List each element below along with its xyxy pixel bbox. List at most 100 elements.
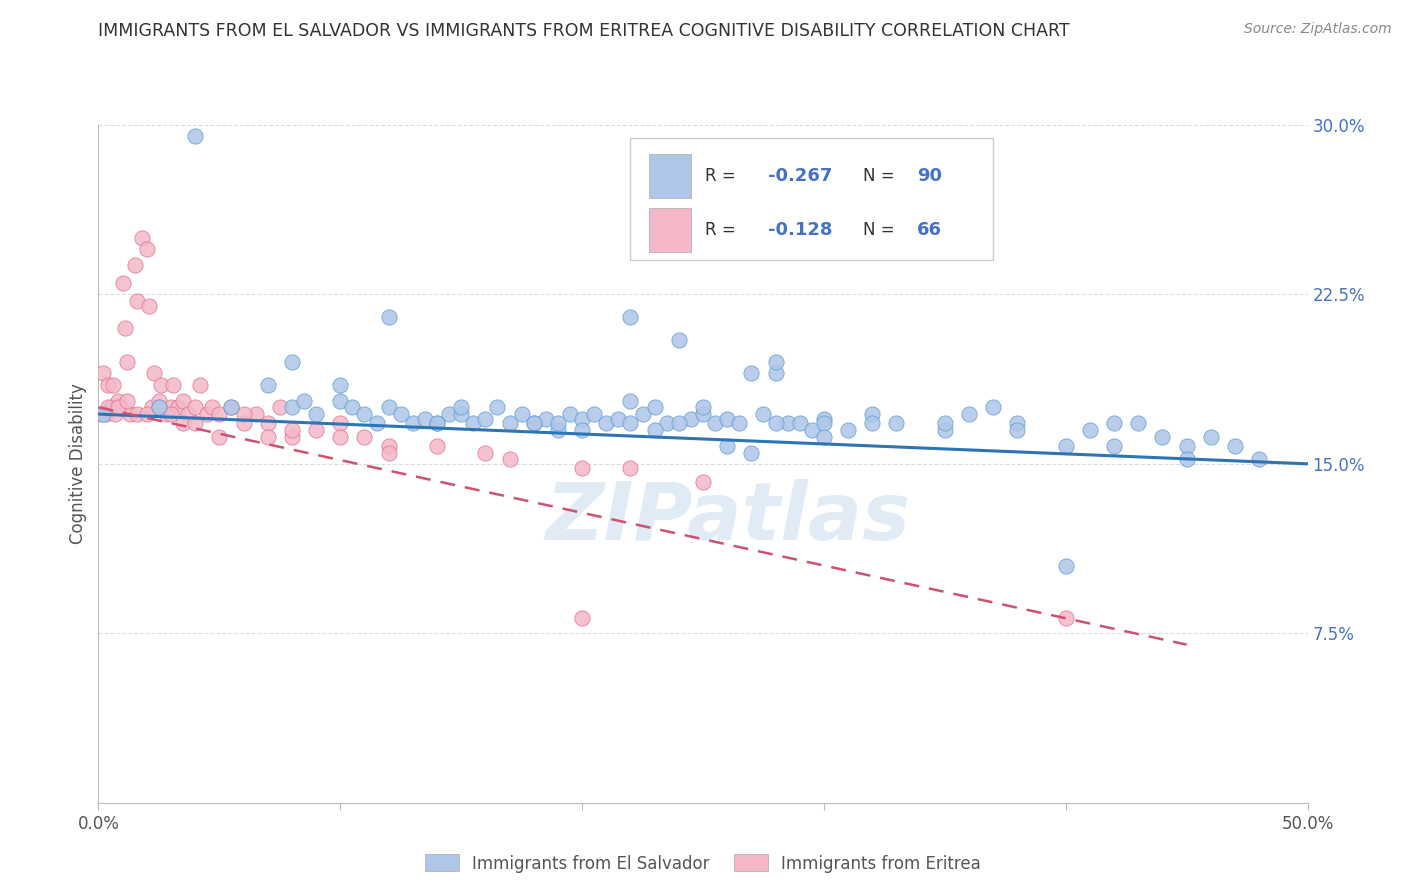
Point [692, 401, 714, 415]
Point [232, 416, 254, 430]
Point [813, 430, 835, 444]
Point [426, 439, 449, 453]
Text: Source: ZipAtlas.com: Source: ZipAtlas.com [1244, 22, 1392, 37]
Point [523, 416, 546, 430]
Point [886, 416, 908, 430]
Point [377, 401, 399, 415]
Point [353, 407, 375, 421]
Point [377, 310, 399, 324]
Point [208, 407, 231, 421]
Point [860, 416, 883, 430]
Point [97, 401, 120, 415]
Point [124, 258, 146, 272]
Point [583, 407, 606, 421]
Point [135, 242, 157, 256]
Point [305, 423, 328, 437]
Point [631, 407, 654, 421]
Point [160, 401, 183, 415]
Point [221, 401, 243, 415]
Point [90, 407, 112, 421]
Point [1078, 423, 1101, 437]
Point [256, 377, 278, 392]
Point [389, 407, 412, 421]
Point [117, 393, 139, 408]
FancyBboxPatch shape [630, 138, 993, 260]
Text: R =: R = [706, 167, 741, 185]
Point [118, 407, 141, 421]
Point [184, 129, 207, 144]
Point [426, 416, 449, 430]
Point [934, 416, 956, 430]
Point [172, 416, 194, 430]
Point [1175, 452, 1198, 467]
Point [740, 445, 762, 459]
Point [692, 407, 714, 421]
Point [117, 355, 139, 369]
Point [765, 416, 787, 430]
Text: IMMIGRANTS FROM EL SALVADOR VS IMMIGRANTS FROM ERITREA COGNITIVE DISABILITY CORR: IMMIGRANTS FROM EL SALVADOR VS IMMIGRANT… [98, 22, 1070, 40]
Point [1199, 430, 1222, 444]
Point [208, 430, 231, 444]
Point [450, 401, 472, 415]
Point [111, 276, 134, 290]
Point [188, 377, 211, 392]
Point [377, 445, 399, 459]
Text: R =: R = [706, 221, 741, 239]
Point [91, 407, 114, 421]
Point [813, 416, 835, 430]
Point [155, 407, 177, 421]
Point [104, 407, 127, 421]
Point [644, 401, 666, 415]
Point [426, 416, 449, 430]
Point [269, 401, 291, 415]
Point [957, 407, 980, 421]
Point [571, 411, 593, 425]
Point [619, 393, 641, 408]
Point [141, 401, 163, 415]
Point [1054, 610, 1077, 624]
Point [934, 423, 956, 437]
Point [281, 423, 304, 437]
Legend: Immigrants from El Salvador, Immigrants from Eritrea: Immigrants from El Salvador, Immigrants … [419, 847, 987, 880]
Point [558, 407, 581, 421]
Point [108, 401, 131, 415]
Point [740, 367, 762, 381]
Point [107, 393, 129, 408]
Point [353, 430, 375, 444]
Point [135, 407, 157, 421]
Point [704, 416, 727, 430]
Point [1223, 439, 1246, 453]
Point [162, 377, 184, 392]
Point [127, 294, 149, 309]
Point [148, 401, 170, 415]
Point [256, 416, 278, 430]
Point [94, 407, 117, 421]
Point [547, 416, 569, 430]
Text: -0.267: -0.267 [768, 167, 832, 185]
Point [498, 452, 520, 467]
Point [148, 401, 170, 415]
Point [114, 321, 136, 335]
Point [765, 355, 787, 369]
Point [571, 423, 593, 437]
Point [692, 475, 714, 489]
Point [377, 439, 399, 453]
Point [292, 393, 315, 408]
Point [138, 299, 160, 313]
Text: -0.128: -0.128 [768, 221, 832, 239]
Point [547, 423, 569, 437]
Point [305, 407, 328, 421]
Point [619, 310, 641, 324]
Point [177, 407, 200, 421]
Point [160, 407, 183, 421]
Point [100, 401, 122, 415]
Point [789, 416, 811, 430]
Point [97, 377, 120, 392]
Point [413, 411, 436, 425]
Point [1007, 423, 1029, 437]
Point [127, 407, 149, 421]
Point [172, 393, 194, 408]
Point [534, 411, 557, 425]
Point [329, 416, 352, 430]
Point [607, 411, 630, 425]
